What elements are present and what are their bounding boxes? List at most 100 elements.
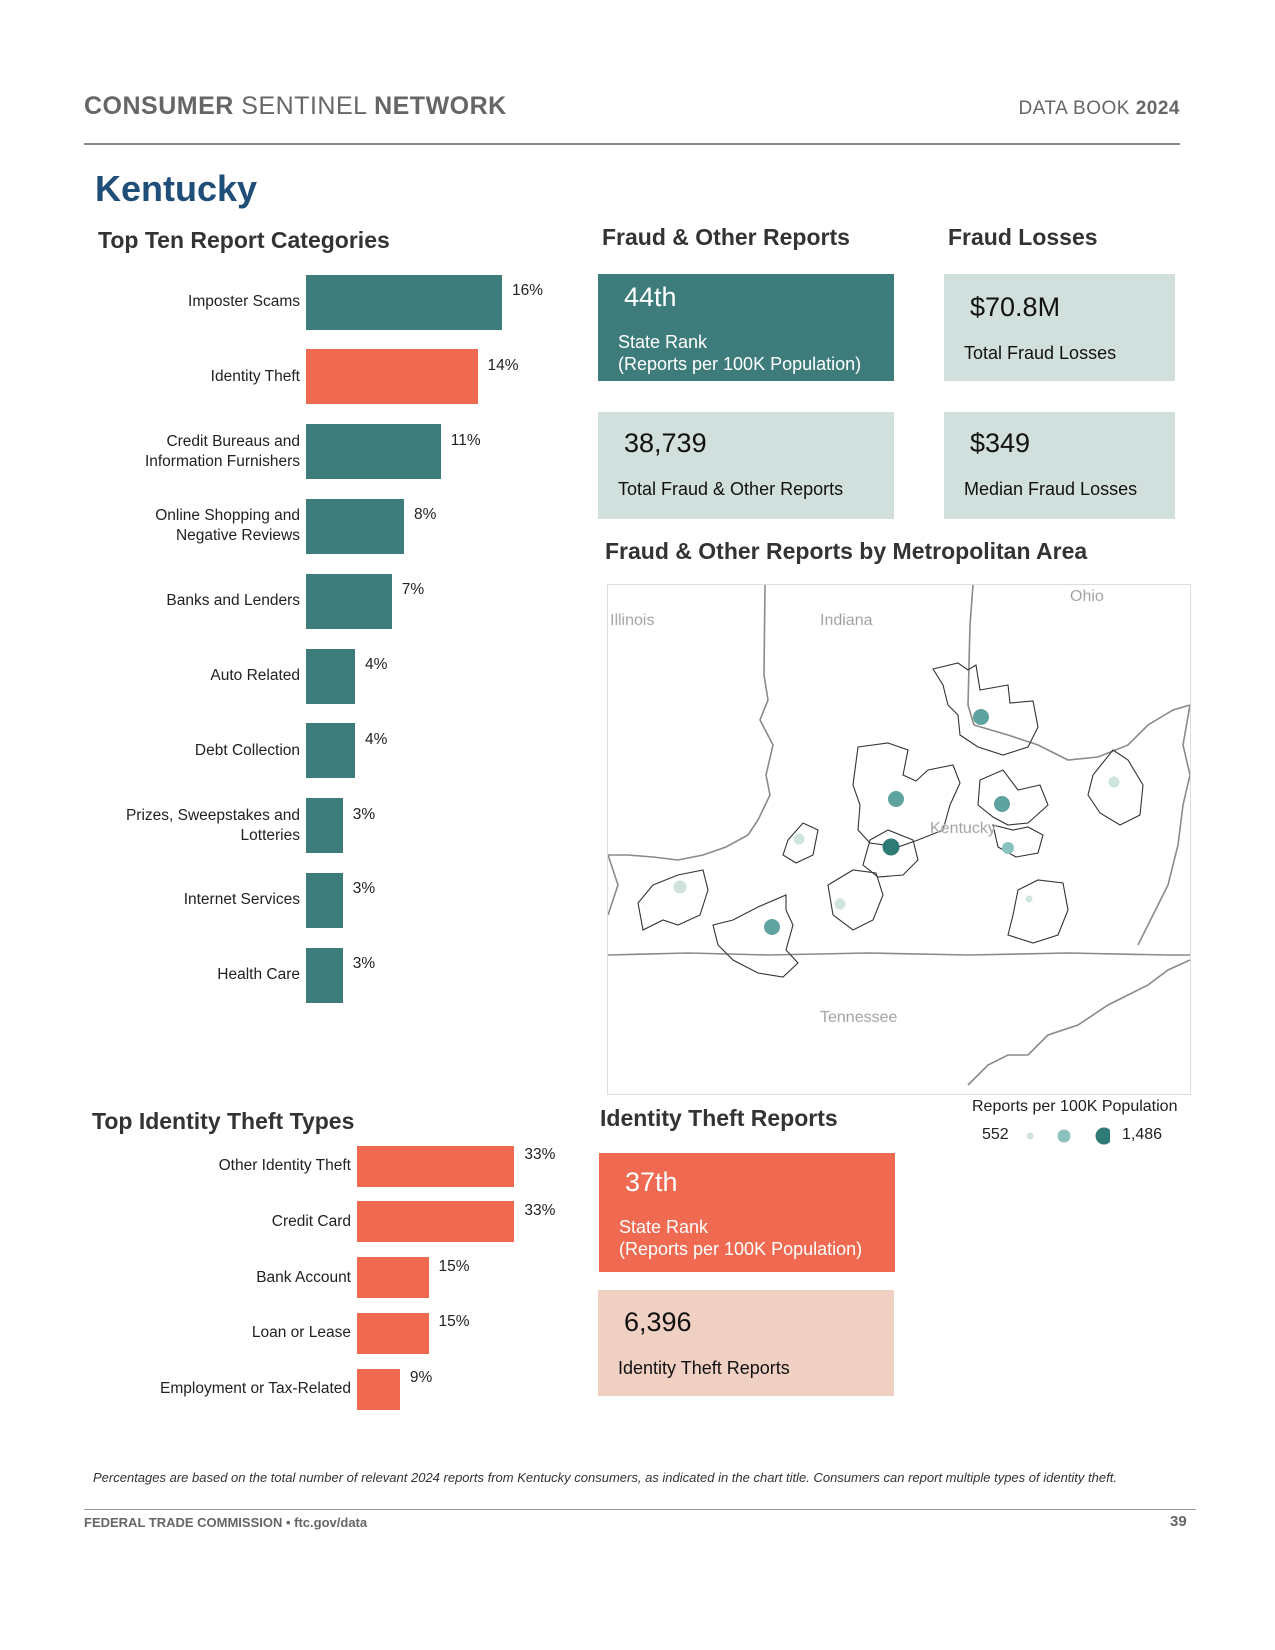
legend-dot-mid [1057, 1129, 1071, 1143]
bar-value-label: 15% [438, 1313, 470, 1331]
fraud-rank-label-line-1: State Rank [618, 332, 708, 352]
fraud-losses-title: Fraud Losses [948, 224, 1098, 250]
metro-louisville [852, 742, 961, 848]
identity-rank-label-line-1: State Rank [619, 1217, 709, 1237]
bar-value-label: 4% [365, 730, 388, 748]
bar-label: Other Identity Theft [51, 1156, 351, 1176]
metro-dot [973, 709, 989, 725]
bar [306, 424, 441, 480]
map-label-kentucky: Kentucky [930, 820, 996, 837]
bar-label-line: Employment or Tax-Related [160, 1380, 351, 1398]
metro-dot [673, 880, 687, 894]
bar-label-line: Other Identity Theft [218, 1157, 351, 1174]
bar-label-line: Online Shopping and [155, 507, 300, 525]
metro-dot [1002, 842, 1014, 854]
map-legend-min: 552 [982, 1126, 1009, 1143]
metro-bowling-green [712, 894, 799, 978]
bar-label-line: Loan or Lease [251, 1324, 351, 1342]
bar-label: Bank Account [51, 1268, 351, 1288]
bar-label: Loan or Lease [51, 1323, 351, 1343]
map-label-ohio: Ohio [1070, 588, 1104, 605]
bar [357, 1368, 400, 1410]
fraud-losses-median-label: Median Fraud Losses [964, 479, 1138, 499]
map-legend-title: Reports per 100K Population [972, 1098, 1178, 1115]
id-types-title: Top Identity Theft Types [92, 1108, 355, 1134]
top-ten-title: Top Ten Report Categories [98, 227, 390, 253]
metro-ashland [1087, 749, 1144, 826]
ky-tn-border [608, 952, 1190, 956]
metro-london [1007, 879, 1069, 944]
bar-label: Debt Collection [0, 741, 300, 761]
bar [306, 947, 343, 1003]
bar-value-label: 3% [352, 880, 376, 898]
bar-value-label: 9% [409, 1369, 433, 1387]
metro-dot [1025, 895, 1033, 903]
bar-label-line: Internet Services [183, 891, 300, 909]
in-oh-border [967, 585, 975, 726]
bar-value-label: 16% [512, 282, 544, 299]
fraud-losses-total-card: $70.8M Total Fraud Losses [944, 274, 1175, 381]
identity-rank-label: State Rank (Reports per 100K Population) [619, 1216, 862, 1260]
bar-label-line: Health Care [217, 966, 300, 984]
bar-label: Identity Theft [0, 367, 300, 387]
identity-rank-card: 37th State Rank (Reports per 100K Popula… [599, 1153, 895, 1272]
bar-label-line: Bank Account [256, 1268, 351, 1286]
metro-lexington [977, 769, 1049, 826]
bar-label-line: Imposter Scams [188, 293, 300, 310]
bar [306, 798, 343, 854]
metro-map-svg: Illinois Indiana Ohio Kentucky Tennessee [608, 585, 1190, 1086]
bar-value-label: 7% [401, 581, 425, 599]
bar-label: Employment or Tax-Related [51, 1379, 351, 1399]
bar [306, 349, 478, 405]
page-title: Kentucky [95, 168, 258, 209]
metro-paducah [637, 869, 709, 931]
page-number: 39 [1170, 1513, 1187, 1530]
fraud-total-label: Total Fraud & Other Reports [618, 479, 844, 499]
metro-dot [888, 791, 904, 807]
bar [306, 573, 392, 629]
metro-dot [882, 838, 900, 856]
fraud-total-card: 38,739 Total Fraud & Other Reports [598, 412, 894, 519]
bar-value-label: 11% [450, 431, 481, 449]
identity-theft-title: Identity Theft Reports [600, 1105, 838, 1131]
western-border [608, 854, 619, 916]
bar-label: Credit Card [51, 1212, 351, 1232]
bar-label-line: Information Furnishers [144, 452, 300, 470]
bar [357, 1145, 515, 1187]
metro-dot [1108, 776, 1120, 788]
bar-label: Credit Bureaus and Information Furnishers [0, 432, 300, 472]
ky-east-border [1137, 704, 1190, 946]
bar [357, 1201, 515, 1243]
bar-value-label: 33% [524, 1201, 556, 1219]
bar-label: Prizes, Sweepstakes and Lotteries [0, 806, 300, 846]
metro-dot [793, 833, 805, 845]
bar [306, 872, 343, 928]
bar [357, 1312, 429, 1354]
map-legend-max: 1,486 [1122, 1126, 1163, 1143]
fraud-rank-value: 44th [624, 282, 677, 312]
fraud-rank-label-line-2: (Reports per 100K Population) [618, 354, 862, 374]
bar [306, 648, 355, 704]
databook-label: DATA BOOK 2024 [1018, 98, 1180, 120]
fraud-losses-total-value: $70.8M [970, 292, 1061, 322]
metro-dot [764, 919, 780, 935]
network-title-word-3: NETWORK [374, 92, 507, 120]
tn-va-border [967, 959, 1190, 1086]
fraud-losses-median-card: $349 Median Fraud Losses [944, 412, 1175, 519]
fraud-rank-label: State Rank (Reports per 100K Population) [618, 331, 861, 375]
identity-rank-label-line-2: (Reports per 100K Population) [619, 1239, 863, 1259]
bar-label: Auto Related [0, 666, 300, 686]
bar-value-label: 3% [352, 805, 376, 823]
metro-map: Illinois Indiana Ohio Kentucky Tennessee [607, 584, 1191, 1095]
footer-rule [84, 1509, 1196, 1510]
bar-label-line: Identity Theft [210, 367, 300, 385]
identity-total-card: 6,396 Identity Theft Reports [598, 1290, 894, 1396]
metro-bowling-north [827, 869, 884, 931]
bar-value-label: 33% [524, 1146, 556, 1163]
ohio-river-east [973, 704, 1190, 761]
network-title-word-1: CONSUMER [84, 92, 234, 120]
databook-year: 2024 [1135, 98, 1180, 119]
legend-dot-low [1026, 1132, 1034, 1140]
bar [357, 1257, 429, 1299]
legend-dot-high [1095, 1127, 1110, 1145]
